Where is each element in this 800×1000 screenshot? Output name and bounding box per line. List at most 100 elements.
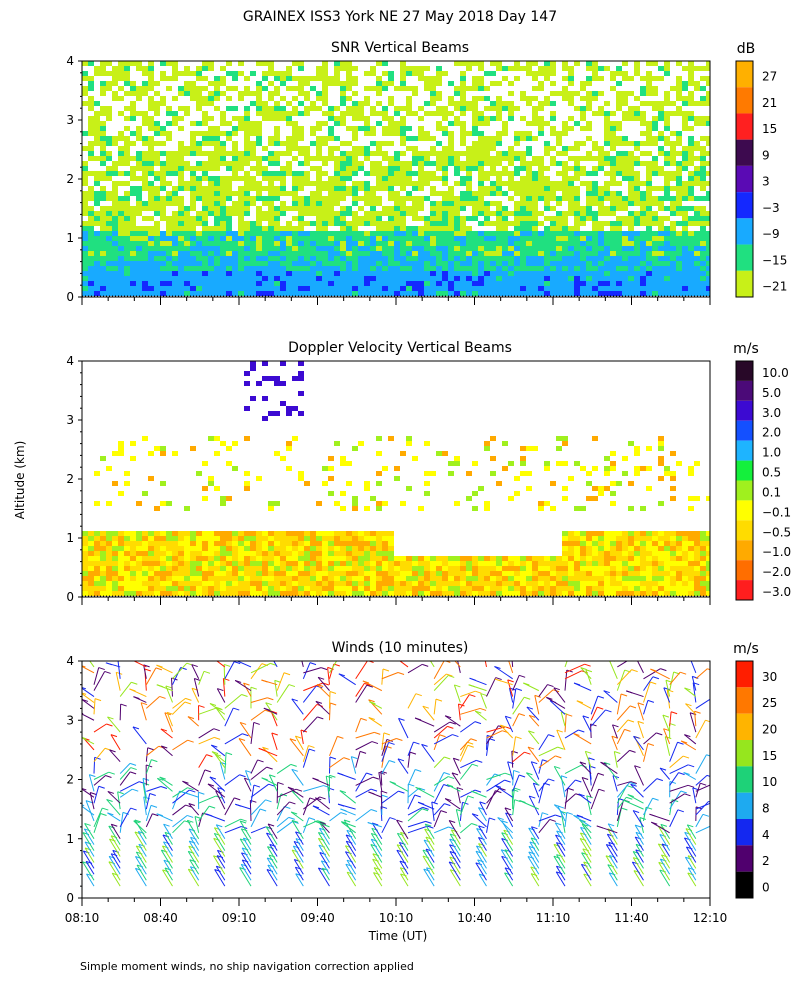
snr-cell bbox=[292, 86, 298, 91]
snr-cell bbox=[538, 166, 544, 171]
snr-cell bbox=[178, 186, 184, 191]
snr-cell bbox=[478, 186, 484, 191]
snr-cell bbox=[394, 261, 400, 266]
snr-cell bbox=[202, 141, 208, 146]
snr-cell bbox=[706, 221, 710, 226]
snr-cell bbox=[562, 146, 568, 151]
doppler-cell bbox=[562, 556, 568, 561]
doppler-cell bbox=[430, 556, 436, 561]
snr-cell bbox=[388, 171, 394, 176]
snr-cell bbox=[616, 161, 622, 166]
snr-cell bbox=[388, 71, 394, 76]
doppler-cell bbox=[82, 561, 88, 566]
snr-cell bbox=[214, 246, 220, 251]
doppler-cell bbox=[172, 551, 178, 556]
snr-cell bbox=[532, 156, 538, 161]
doppler-cell bbox=[520, 561, 526, 566]
snr-cell bbox=[130, 281, 136, 286]
doppler-cell bbox=[106, 541, 112, 546]
snr-cell bbox=[424, 276, 430, 281]
snr-cell bbox=[130, 176, 136, 181]
snr-cell bbox=[298, 161, 304, 166]
doppler-cell bbox=[562, 496, 568, 501]
snr-cell bbox=[262, 231, 268, 236]
snr-cell bbox=[622, 231, 628, 236]
snr-cell bbox=[412, 291, 418, 296]
snr-cell bbox=[172, 276, 178, 281]
snr-cell bbox=[352, 181, 358, 186]
snr-cell bbox=[550, 101, 556, 106]
snr-cell bbox=[700, 96, 706, 101]
doppler-cell bbox=[214, 581, 220, 586]
snr-cell bbox=[460, 131, 466, 136]
snr-cell bbox=[478, 111, 484, 116]
snr-cell bbox=[370, 161, 376, 166]
doppler-cell bbox=[142, 566, 148, 571]
snr-cell bbox=[238, 251, 244, 256]
snr-cell bbox=[256, 256, 262, 261]
doppler-cell bbox=[406, 586, 412, 591]
doppler-cell bbox=[424, 471, 430, 476]
snr-cell bbox=[550, 241, 556, 246]
snr-cell bbox=[568, 251, 574, 256]
snr-cell bbox=[514, 206, 520, 211]
doppler-cell bbox=[412, 576, 418, 581]
snr-cell bbox=[352, 241, 358, 246]
doppler-cell bbox=[274, 566, 280, 571]
doppler-cell bbox=[118, 451, 124, 456]
snr-cell bbox=[292, 291, 298, 296]
doppler-cell bbox=[376, 536, 382, 541]
snr-cell bbox=[238, 241, 244, 246]
snr-cell bbox=[328, 231, 334, 236]
doppler-cell bbox=[88, 576, 94, 581]
snr-cell bbox=[340, 211, 346, 216]
snr-cell bbox=[112, 266, 118, 271]
doppler-cell bbox=[538, 556, 544, 561]
snr-cell bbox=[82, 201, 88, 206]
snr-cell bbox=[250, 71, 256, 76]
snr-cell bbox=[262, 106, 268, 111]
snr-cell bbox=[652, 266, 658, 271]
doppler-cell bbox=[286, 411, 292, 416]
snr-cell bbox=[334, 271, 340, 276]
doppler-cell bbox=[556, 581, 562, 586]
snr-cell bbox=[346, 221, 352, 226]
doppler-cell bbox=[400, 581, 406, 586]
snr-cell bbox=[280, 231, 286, 236]
snr-cell bbox=[556, 266, 562, 271]
doppler-cell bbox=[184, 566, 190, 571]
doppler-cell bbox=[142, 436, 148, 441]
snr-cell bbox=[628, 106, 634, 111]
snr-cell bbox=[382, 286, 388, 291]
snr-cell bbox=[340, 231, 346, 236]
doppler-cell bbox=[142, 591, 148, 596]
snr-cell bbox=[682, 286, 688, 291]
snr-cell bbox=[340, 261, 346, 266]
snr-cell bbox=[688, 76, 694, 81]
snr-cell bbox=[112, 141, 118, 146]
snr-cell bbox=[436, 201, 442, 206]
snr-cell bbox=[412, 206, 418, 211]
doppler-cell bbox=[646, 546, 652, 551]
doppler-cell bbox=[292, 591, 298, 596]
snr-cell bbox=[562, 221, 568, 226]
snr-cell bbox=[250, 281, 256, 286]
snr-cell bbox=[214, 126, 220, 131]
snr-cell bbox=[244, 171, 250, 176]
snr-cell bbox=[136, 251, 142, 256]
snr-cell bbox=[154, 211, 160, 216]
doppler-cell bbox=[220, 496, 226, 501]
snr-cell bbox=[154, 276, 160, 281]
snr-cell bbox=[484, 286, 490, 291]
snr-cell bbox=[622, 176, 628, 181]
snr-cell bbox=[520, 201, 526, 206]
snr-cell bbox=[490, 221, 496, 226]
snr-cell bbox=[694, 261, 700, 266]
snr-cell bbox=[250, 241, 256, 246]
snr-cell bbox=[694, 246, 700, 251]
snr-cell bbox=[106, 261, 112, 266]
snr-cell bbox=[346, 266, 352, 271]
snr-cell bbox=[430, 266, 436, 271]
doppler-cell bbox=[442, 566, 448, 571]
doppler-cell bbox=[514, 556, 520, 561]
